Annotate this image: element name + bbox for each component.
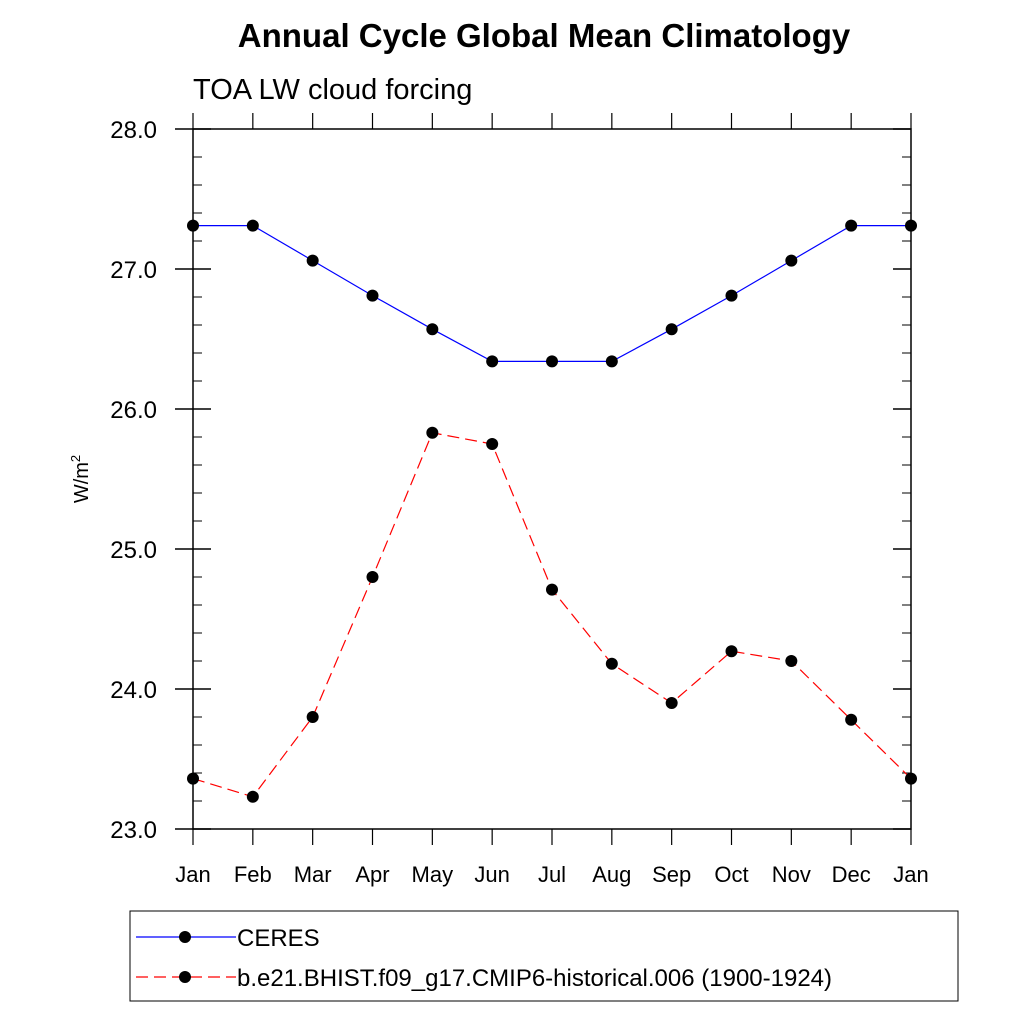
- chart-subtitle: TOA LW cloud forcing: [193, 74, 472, 106]
- chart-title: Annual Cycle Global Mean Climatology: [238, 17, 851, 54]
- series-line: [193, 225, 911, 362]
- data-point: [366, 289, 379, 302]
- data-point: [187, 219, 199, 232]
- x-tick-label: Feb: [234, 862, 272, 887]
- tick-marks: [175, 113, 912, 845]
- legend-marker: [179, 971, 191, 983]
- data-point: [246, 790, 259, 803]
- data-point: [725, 645, 738, 658]
- x-tick-label: Apr: [355, 862, 389, 887]
- legend-label: CERES: [237, 925, 320, 952]
- series-2: [187, 426, 917, 803]
- data-point: [366, 571, 379, 583]
- data-point: [905, 772, 917, 785]
- y-tick-label: 28.0: [110, 117, 157, 144]
- y-tick-label: 25.0: [110, 537, 157, 564]
- data-point: [426, 426, 439, 439]
- series-layer: [187, 219, 917, 803]
- data-point: [306, 711, 319, 723]
- x-axis-tick-labels: Jan Feb Mar Apr May Jun Jul Aug Sep Oct Nov Dec Jan: [175, 862, 928, 887]
- data-point: [785, 254, 798, 267]
- legend-frame: [129, 910, 959, 1002]
- data-point: [605, 657, 618, 670]
- data-point: [785, 655, 798, 667]
- x-tick-label: Mar: [294, 862, 332, 887]
- y-tick-label: 23.0: [110, 817, 157, 844]
- x-tick-label: Nov: [772, 862, 811, 887]
- y-tick-label: 24.0: [110, 677, 157, 704]
- y-tick-label: 26.0: [110, 397, 157, 424]
- x-tick-label: Jun: [474, 862, 509, 887]
- x-tick-label: Dec: [832, 862, 871, 887]
- series-line: [192, 432, 912, 798]
- series-1: [187, 219, 917, 368]
- x-tick-label: Oct: [714, 862, 748, 887]
- data-point: [845, 219, 858, 232]
- x-tick-label: Aug: [592, 862, 631, 887]
- data-point: [845, 713, 858, 726]
- x-tick-label: Jul: [538, 862, 566, 887]
- data-point: [905, 219, 917, 232]
- data-point: [546, 583, 558, 596]
- data-point: [486, 438, 499, 450]
- data-point: [306, 254, 319, 267]
- x-tick-label: Jan: [893, 862, 928, 887]
- legend-label: b.e21.BHIST.f09_g17.CMIP6-historical.006…: [237, 965, 832, 992]
- data-point: [546, 355, 558, 368]
- data-point: [725, 289, 738, 302]
- data-point: [246, 219, 259, 232]
- data-point: [665, 697, 678, 709]
- legend-item-2: b.e21.BHIST.f09_g17.CMIP6-historical.006…: [136, 965, 832, 992]
- data-point: [605, 355, 618, 368]
- data-point: [665, 323, 678, 336]
- y-axis-label: W/m2: [68, 455, 93, 503]
- y-axis-tick-labels: 23.0 24.0 25.0 26.0 27.0 28.0: [110, 117, 157, 844]
- x-tick-label: May: [412, 862, 454, 887]
- x-tick-label: Sep: [652, 862, 691, 887]
- legend-item-1: CERES: [136, 925, 320, 952]
- plot-frame: [192, 128, 912, 830]
- x-tick-label: Jan: [175, 862, 210, 887]
- data-point: [187, 772, 199, 785]
- data-point: [486, 355, 499, 368]
- legend-marker: [179, 931, 191, 943]
- data-point: [426, 323, 439, 336]
- legend: CERES b.e21.BHIST.f09_g17.CMIP6-historica…: [129, 910, 959, 1002]
- y-tick-label: 27.0: [110, 257, 157, 284]
